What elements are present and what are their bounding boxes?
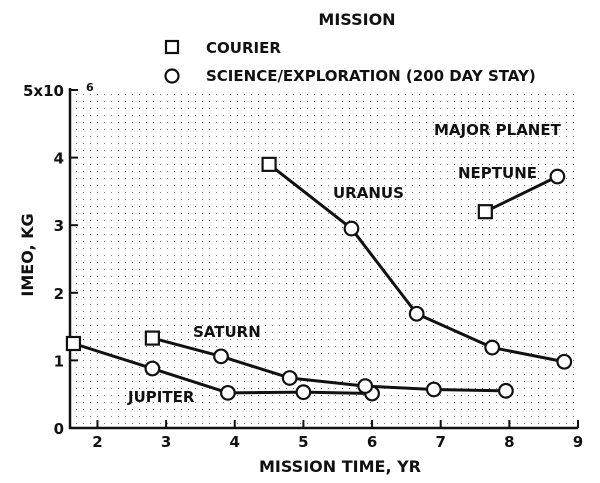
science-point — [281, 370, 298, 386]
y-tick-label: 3 — [54, 217, 64, 235]
legend-courier-marker — [164, 39, 180, 55]
x-tick-label: 2 — [92, 433, 102, 451]
courier-point — [144, 330, 160, 346]
science-point — [425, 381, 442, 398]
y-tick-label: 1 — [54, 352, 64, 370]
y-tick-label: 5x10 — [23, 82, 64, 100]
science-point — [357, 378, 374, 394]
axis-tick-labels: 2 3 4 5 6 7 8 9 0 1 2 3 4 5x10 — [23, 82, 583, 451]
x-tick-label: 7 — [435, 433, 445, 451]
legend-title: MISSION — [318, 10, 395, 29]
series-label-uranus: URANUS — [333, 184, 404, 202]
x-tick-label: 4 — [230, 433, 240, 451]
x-tick-label: 9 — [573, 433, 583, 451]
x-tick-label: 3 — [161, 433, 171, 451]
y-axis-exponent: 6 — [86, 81, 94, 94]
legend-courier-label: COURIER — [206, 39, 281, 57]
series-line-saturn — [151, 336, 506, 393]
y-axis-label: IMEO, KG — [18, 213, 37, 296]
y-tick-label: 2 — [54, 285, 64, 303]
science-point — [343, 220, 360, 237]
series-label-neptune: NEPTUNE — [458, 164, 537, 182]
science-point — [144, 360, 161, 377]
science-point — [484, 339, 501, 356]
courier-point — [261, 156, 277, 172]
x-tick-label: 5 — [298, 433, 308, 451]
science-point — [295, 384, 312, 401]
x-axis-label: MISSION TIME, YR — [259, 457, 421, 476]
series-line-neptune — [484, 175, 559, 214]
series-labels: JUPITER SATURN URANUS NEPTUNE — [127, 164, 537, 406]
major-planet-annotation: MAJOR PLANET — [434, 121, 562, 139]
series-label-saturn: SATURN — [193, 323, 261, 341]
y-tick-label: 0 — [54, 420, 64, 438]
y-tick-label: 4 — [54, 150, 64, 168]
legend-science-marker — [164, 68, 180, 84]
science-point — [556, 353, 573, 370]
axis-ticks — [70, 89, 579, 429]
legend-science-label: SCIENCE/EXPLORATION (200 DAY STAY) — [206, 67, 536, 85]
series-lines — [72, 163, 565, 396]
courier-point — [477, 204, 493, 220]
series-markers — [65, 156, 573, 402]
x-tick-label: 6 — [367, 433, 377, 451]
science-point — [213, 348, 229, 365]
science-point — [498, 382, 514, 399]
science-point — [549, 168, 566, 185]
x-tick-label: 8 — [504, 433, 514, 451]
series-label-jupiter: JUPITER — [127, 388, 195, 406]
science-point — [219, 384, 236, 401]
courier-point — [65, 335, 82, 352]
science-point — [408, 305, 425, 322]
